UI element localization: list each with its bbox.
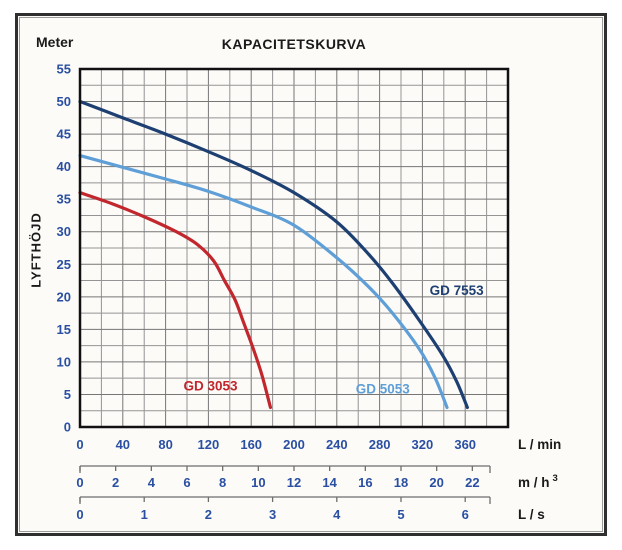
plot-border [78, 67, 510, 429]
chart-frame-inner [19, 17, 603, 532]
svg-text:320: 320 [412, 437, 434, 452]
svg-text:30: 30 [57, 224, 71, 239]
curve-gd-5053 [78, 153, 449, 410]
svg-text:4: 4 [148, 475, 156, 490]
svg-text:16: 16 [358, 475, 372, 490]
svg-text:3: 3 [269, 507, 276, 522]
svg-text:20: 20 [57, 289, 71, 304]
svg-text:200: 200 [283, 437, 305, 452]
svg-text:GD 7553: GD 7553 [430, 283, 485, 298]
svg-text:m / h3: m / h3 [518, 473, 558, 490]
svg-text:360: 360 [454, 437, 476, 452]
svg-text:55: 55 [57, 62, 71, 77]
svg-text:10: 10 [57, 354, 71, 369]
svg-text:1: 1 [141, 507, 148, 522]
curve-label-gd-3053: GD 3053 [184, 378, 239, 393]
curve-path-gd-5053 [78, 153, 449, 410]
curve-label-gd-5053: GD 5053 [356, 382, 411, 397]
svg-text:8: 8 [219, 475, 226, 490]
svg-text:10: 10 [251, 475, 265, 490]
svg-text:6: 6 [183, 475, 190, 490]
svg-text:160: 160 [240, 437, 262, 452]
svg-text:40: 40 [116, 437, 130, 452]
svg-text:15: 15 [57, 322, 71, 337]
curve-label-gd-7553: GD 7553 [430, 283, 485, 298]
grid-lines [79, 68, 509, 428]
svg-text:80: 80 [158, 437, 172, 452]
svg-text:L / s: L / s [518, 507, 545, 522]
svg-text:120: 120 [198, 437, 220, 452]
svg-text:45: 45 [57, 127, 71, 142]
curve-gd-3053 [78, 191, 273, 410]
svg-text:6: 6 [462, 507, 469, 522]
svg-text:5: 5 [397, 507, 404, 522]
svg-text:4: 4 [333, 507, 341, 522]
curve-gd-7553 [78, 99, 469, 410]
svg-text:14: 14 [322, 475, 337, 490]
svg-text:GD 5053: GD 5053 [356, 382, 411, 397]
svg-text:0: 0 [76, 475, 83, 490]
svg-text:40: 40 [57, 159, 71, 174]
svg-text:25: 25 [57, 257, 71, 272]
x-axis-ls: 0 1 2 3 4 5 6 L / s [76, 496, 545, 522]
svg-text:0: 0 [76, 507, 83, 522]
svg-text:50: 50 [57, 94, 71, 109]
y-axis-unit-label: Meter [36, 34, 74, 50]
x-axis-lmin: 0 40 80 120 160 200 240 280 320 360 L / min [76, 437, 561, 452]
curve-path-gd-7553 [78, 99, 469, 410]
svg-text:12: 12 [287, 475, 301, 490]
svg-text:0: 0 [76, 437, 83, 452]
svg-text:GD 3053: GD 3053 [184, 378, 239, 393]
svg-text:22: 22 [465, 475, 479, 490]
svg-text:L / min: L / min [518, 437, 561, 452]
chart-title: KAPACITETSKURVA [221, 36, 367, 52]
svg-text:240: 240 [326, 437, 348, 452]
svg-text:5: 5 [64, 387, 71, 402]
svg-text:20: 20 [429, 475, 443, 490]
svg-text:280: 280 [369, 437, 391, 452]
svg-text:35: 35 [57, 192, 71, 207]
svg-text:0: 0 [64, 420, 71, 435]
svg-text:2: 2 [205, 507, 212, 522]
curve-path-gd-3053 [78, 191, 273, 410]
y-axis-ticks: 0 5 10 15 20 25 30 35 40 45 50 55 [57, 62, 71, 435]
svg-text:18: 18 [394, 475, 408, 490]
svg-text:2: 2 [112, 475, 119, 490]
